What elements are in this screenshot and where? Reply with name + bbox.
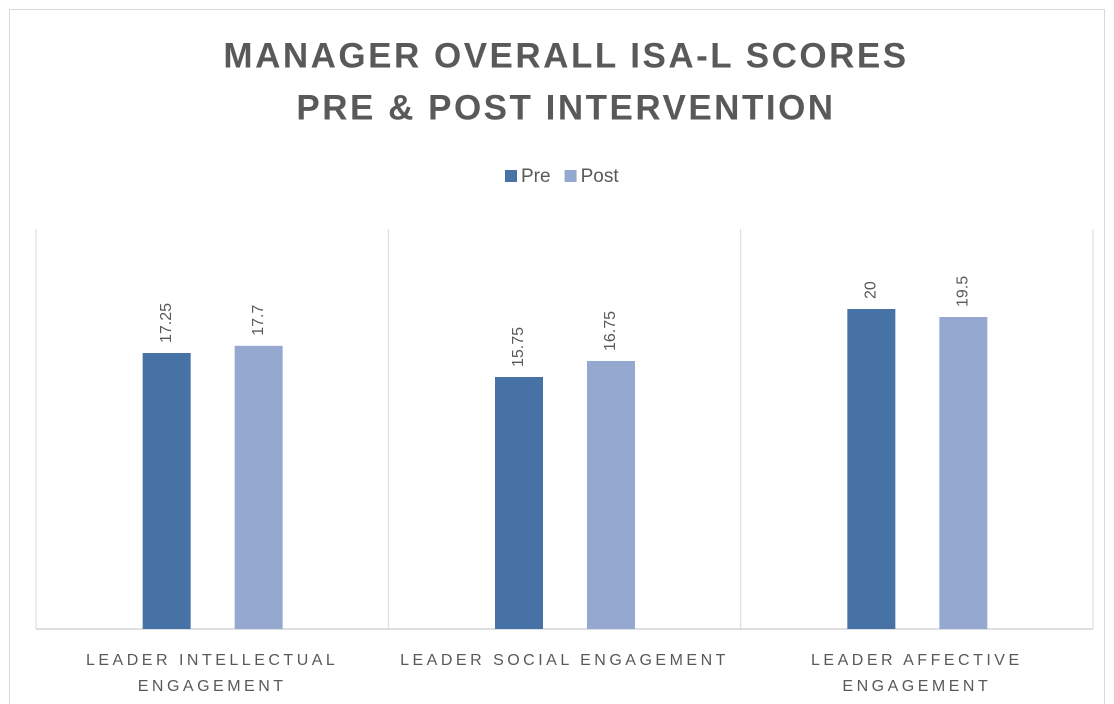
- x-tick-label: LEADER SOCIAL ENGAGEMENT: [400, 652, 729, 669]
- data-label: 16.75: [602, 311, 619, 351]
- legend-swatch: [505, 170, 517, 182]
- data-label: 15.75: [510, 327, 527, 367]
- chart-title: MANAGER OVERALL ISA-L SCORES: [223, 36, 908, 75]
- legend-swatch: [564, 170, 577, 182]
- chart-border: [9, 9, 1105, 704]
- legend-label: Pre: [521, 166, 551, 187]
- data-label: 19.5: [955, 276, 972, 307]
- bar: [939, 317, 988, 629]
- x-tick-label: LEADER AFFECTIVE ENGAGEMENT: [811, 652, 1023, 695]
- bar: [234, 345, 283, 629]
- data-label: 17.25: [158, 303, 175, 343]
- bar: [847, 309, 896, 629]
- data-label: 20: [863, 281, 880, 299]
- bar: [142, 353, 191, 629]
- x-tick-label: LEADER INTELLECTUAL ENGAGEMENT: [85, 652, 339, 695]
- data-label: 17.7: [250, 305, 267, 336]
- bar: [495, 377, 543, 629]
- bar: [587, 361, 635, 629]
- chart-title: PRE & POST INTERVENTION: [296, 88, 835, 127]
- legend-label: Post: [581, 166, 620, 187]
